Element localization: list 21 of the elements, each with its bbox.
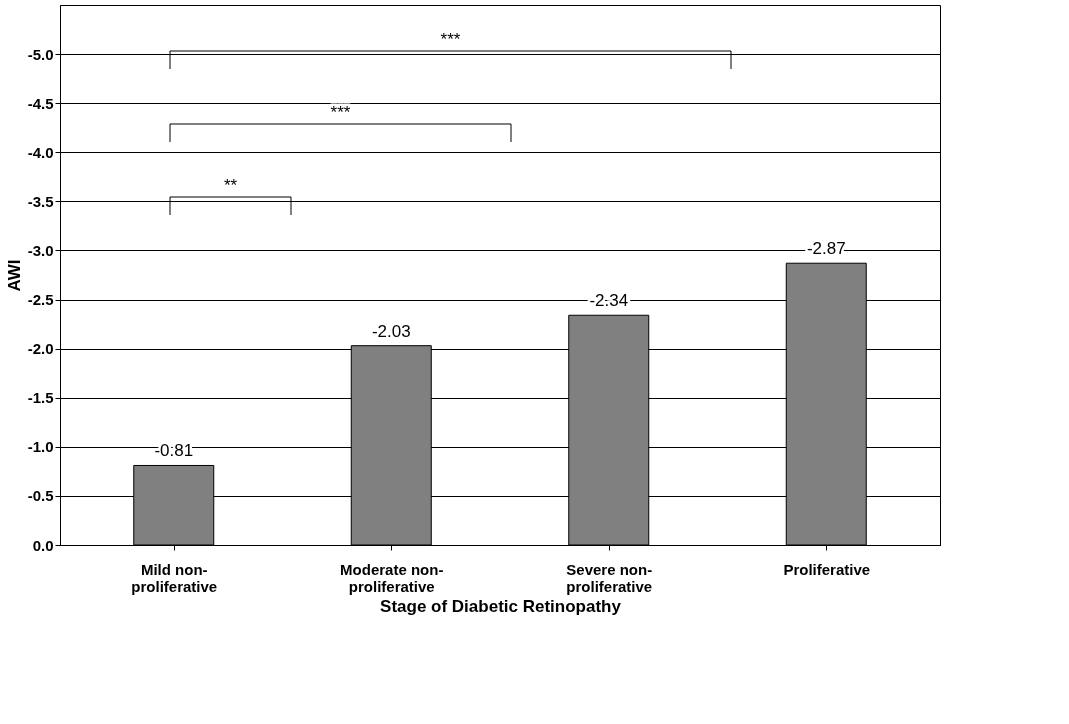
y-tick-label: -3.0 [27,241,54,259]
y-tick-label: -1.0 [27,438,54,456]
y-tick-label: 0.0 [32,536,54,554]
y-tick-label: -4.5 [27,94,54,112]
x-tick-label: Moderate non- proliferative [340,560,444,595]
annotation: *** [440,30,461,49]
y-tick-label: -4.0 [27,143,54,161]
x-tick-label: Mild non- proliferative [131,560,218,595]
data-label: -2.03 [371,321,411,341]
y-tick-label: -3.5 [27,192,54,210]
x-tick-label: Proliferative [783,560,871,578]
x-tick-label: Severe non- proliferative [566,560,653,595]
y-tick-label: -2.0 [27,340,54,358]
annotation: ** [223,176,238,195]
y-tick-label: -2.5 [27,291,54,309]
y-tick-label: -0.5 [27,487,54,505]
annotation: *** [330,103,351,122]
y-tick-label: -1.5 [27,389,54,407]
y-tick-label: -5.0 [27,45,54,63]
y-axis-title: AWI [4,259,24,292]
x-axis-title: Stage of Diabetic Retinopathy [380,596,622,616]
